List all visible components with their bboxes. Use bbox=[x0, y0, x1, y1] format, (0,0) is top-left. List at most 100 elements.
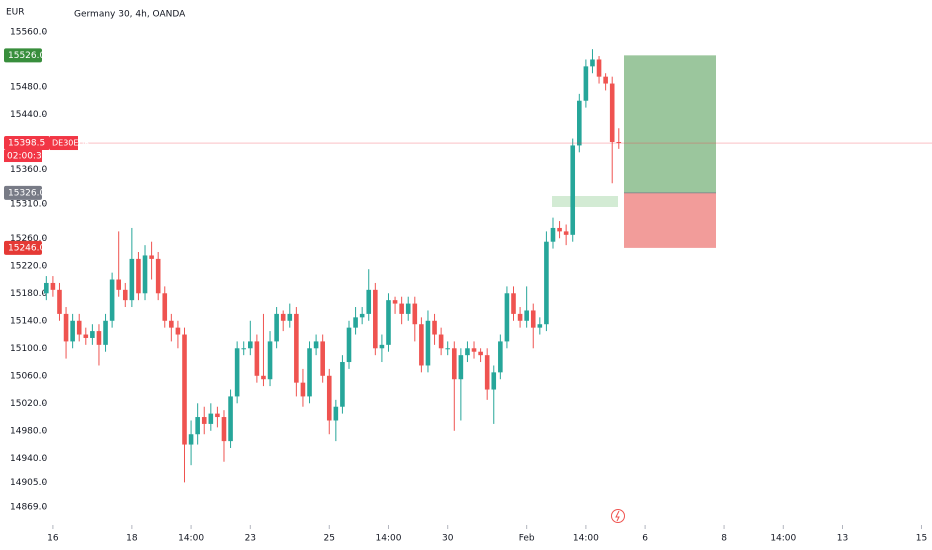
y-tick-label: 15360.0 bbox=[10, 165, 47, 175]
candle-body bbox=[320, 341, 325, 376]
candle-body bbox=[386, 300, 391, 345]
candle-body bbox=[517, 313, 523, 321]
candle-body bbox=[583, 66, 589, 101]
candle-body bbox=[307, 348, 312, 397]
candle-body bbox=[557, 227, 562, 232]
x-tick-label: Feb bbox=[519, 534, 535, 544]
y-tick-label: 15180.0 bbox=[10, 289, 47, 299]
candle-body bbox=[484, 355, 490, 390]
x-tick-label: 13 bbox=[837, 534, 848, 544]
candle-body bbox=[530, 310, 536, 328]
candle-body bbox=[129, 258, 135, 301]
target-zone bbox=[624, 55, 716, 193]
zone bbox=[552, 196, 618, 207]
candle-body bbox=[267, 341, 273, 380]
candle-body bbox=[366, 289, 372, 314]
candle-body bbox=[149, 255, 154, 259]
price-badge bbox=[4, 136, 50, 151]
y-tick-label: 15260.0 bbox=[10, 234, 47, 244]
y-tick-label: 15020.0 bbox=[10, 399, 47, 409]
candle-body bbox=[175, 327, 181, 335]
candle-body bbox=[280, 313, 286, 321]
x-tick-label: 16 bbox=[47, 534, 59, 544]
candle-body bbox=[550, 227, 556, 242]
candle-body bbox=[353, 317, 358, 328]
y-tick-label: 15310.0 bbox=[10, 199, 47, 209]
candle-body bbox=[399, 303, 404, 314]
candle-body bbox=[412, 303, 418, 325]
candle-body bbox=[419, 324, 424, 366]
candle-body bbox=[478, 351, 483, 356]
candle-body bbox=[405, 303, 411, 314]
candle-body bbox=[346, 327, 352, 363]
candle-body bbox=[274, 313, 279, 342]
x-tick-label: 14:00 bbox=[376, 534, 402, 544]
candle-body bbox=[241, 348, 247, 350]
candle-body bbox=[373, 289, 378, 349]
candle-body bbox=[287, 313, 293, 321]
y-tick-label: 14980.0 bbox=[10, 426, 47, 436]
candle-body bbox=[471, 348, 477, 352]
candle-body bbox=[340, 362, 345, 407]
x-tick-label: 14:00 bbox=[573, 534, 599, 544]
candle-body bbox=[136, 258, 141, 294]
candle-body bbox=[491, 372, 497, 390]
x-tick-label: 25 bbox=[324, 534, 335, 544]
y-tick-label: 15480.0 bbox=[10, 82, 47, 92]
x-tick-label: 15 bbox=[916, 534, 927, 544]
candle-body bbox=[215, 413, 220, 418]
candle-body bbox=[162, 293, 168, 321]
x-tick-label: 14:00 bbox=[770, 534, 796, 544]
candle-body bbox=[57, 289, 62, 314]
candle-body bbox=[465, 348, 470, 356]
candle-body bbox=[155, 258, 161, 294]
candle-body bbox=[596, 59, 602, 77]
candle-body bbox=[122, 289, 128, 301]
y-tick-label: 15060.0 bbox=[10, 371, 47, 381]
price-badge bbox=[4, 240, 42, 255]
chart-title: Germany 30, 4h, OANDA bbox=[74, 10, 186, 20]
candle-body bbox=[195, 417, 200, 435]
candle-body bbox=[432, 320, 437, 335]
y-tick-label: 15440.0 bbox=[10, 110, 47, 120]
candle-body bbox=[392, 300, 398, 304]
candle-body bbox=[254, 341, 260, 376]
countdown-badge bbox=[4, 150, 42, 163]
candle-body bbox=[313, 341, 319, 349]
candle-body bbox=[188, 434, 194, 445]
candle-body bbox=[109, 279, 115, 321]
candle-body bbox=[116, 279, 121, 290]
y-tick-label: 14869.0 bbox=[10, 503, 47, 513]
y-tick-label: 14905.0 bbox=[10, 478, 47, 488]
price-badge-label: 15326.0 bbox=[8, 188, 45, 198]
stop-zone bbox=[624, 192, 716, 248]
candle-body bbox=[182, 334, 187, 445]
currency-label: EUR bbox=[6, 8, 25, 18]
x-tick-label: 30 bbox=[442, 534, 454, 544]
symbol-badge bbox=[50, 136, 78, 151]
candle-body bbox=[438, 334, 444, 349]
candle-body bbox=[169, 320, 174, 328]
candle-body bbox=[359, 313, 365, 318]
price-badge-label: 15526.0 bbox=[8, 51, 45, 61]
candle-body bbox=[221, 417, 227, 442]
candle-body bbox=[616, 141, 622, 144]
candle-body bbox=[379, 344, 385, 349]
price-badge-label: 15246.0 bbox=[8, 243, 45, 253]
candle-body bbox=[451, 348, 457, 380]
candle-body bbox=[563, 231, 569, 235]
x-tick-label: 8 bbox=[721, 534, 727, 544]
y-tick-label: 15220.0 bbox=[10, 261, 47, 271]
candle-body bbox=[511, 293, 516, 314]
candle-body bbox=[544, 241, 549, 325]
price-badge bbox=[4, 185, 42, 200]
y-tick-label: 15140.0 bbox=[10, 316, 47, 326]
candle-body bbox=[228, 396, 233, 442]
candle-body bbox=[103, 320, 108, 345]
candle-body bbox=[83, 334, 89, 338]
candle-body bbox=[247, 341, 253, 349]
x-tick-label: 18 bbox=[126, 534, 138, 544]
candle-body bbox=[300, 382, 306, 397]
